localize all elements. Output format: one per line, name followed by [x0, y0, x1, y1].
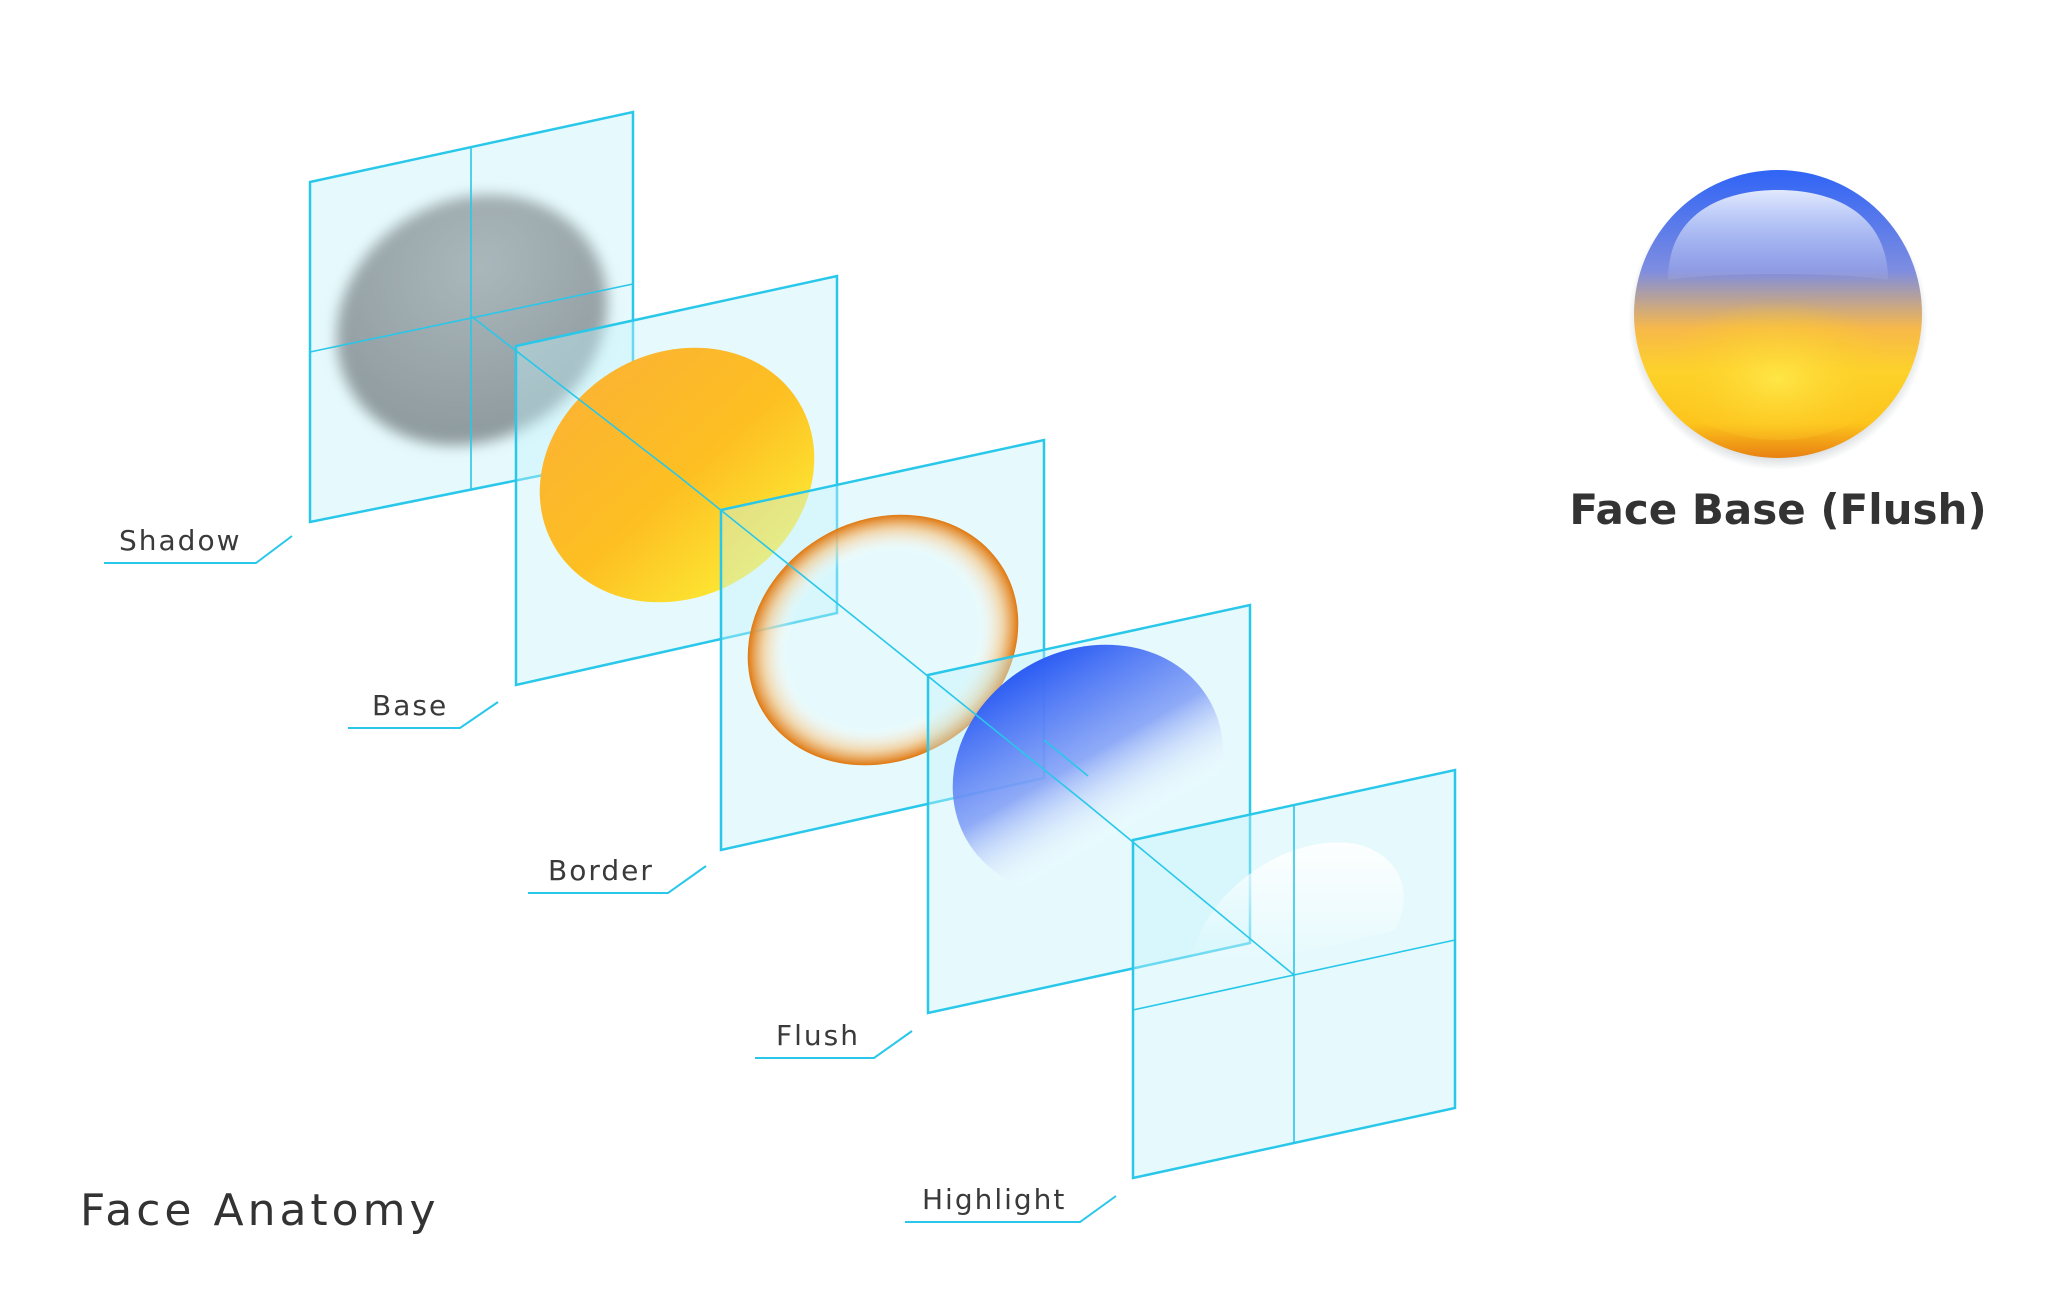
axis-connector-1 — [470, 315, 678, 476]
shadow-shape — [336, 194, 608, 446]
leader-highlight — [905, 1195, 1117, 1223]
label-base: Base — [348, 689, 499, 729]
axis-connector-3 — [882, 639, 1089, 806]
label-base-text: Base — [372, 689, 448, 722]
label-highlight: Highlight — [905, 1183, 1117, 1223]
label-shadow: Shadow — [104, 524, 293, 564]
label-flush: Flush — [755, 1019, 913, 1059]
page-title: Face Anatomy — [80, 1185, 440, 1236]
label-shadow-text: Shadow — [119, 524, 241, 557]
flush-guide — [1043, 739, 1089, 777]
layer-highlight — [1087, 768, 1457, 1180]
label-border-text: Border — [548, 854, 654, 887]
label-border: Border — [528, 854, 707, 894]
axis-connector-4 — [1087, 804, 1295, 976]
leader-flush — [755, 1030, 913, 1059]
preview-sphere-highlight — [1668, 190, 1888, 280]
label-highlight-text: Highlight — [922, 1183, 1066, 1216]
axis-connector-2 — [676, 474, 884, 641]
preview-caption: Face Base (Flush) — [1569, 485, 1986, 534]
leader-base — [348, 701, 499, 729]
shadow-guide-horizontal — [309, 283, 634, 353]
label-flush-text: Flush — [776, 1019, 860, 1052]
preview-sphere-glow — [1658, 280, 1898, 440]
leader-shadow — [104, 535, 293, 564]
leader-border — [528, 865, 707, 894]
flush-shape — [952, 644, 1224, 896]
preview-sphere — [1628, 170, 1928, 470]
layer-flush — [882, 603, 1252, 1015]
highlight-shape — [1190, 842, 1404, 961]
